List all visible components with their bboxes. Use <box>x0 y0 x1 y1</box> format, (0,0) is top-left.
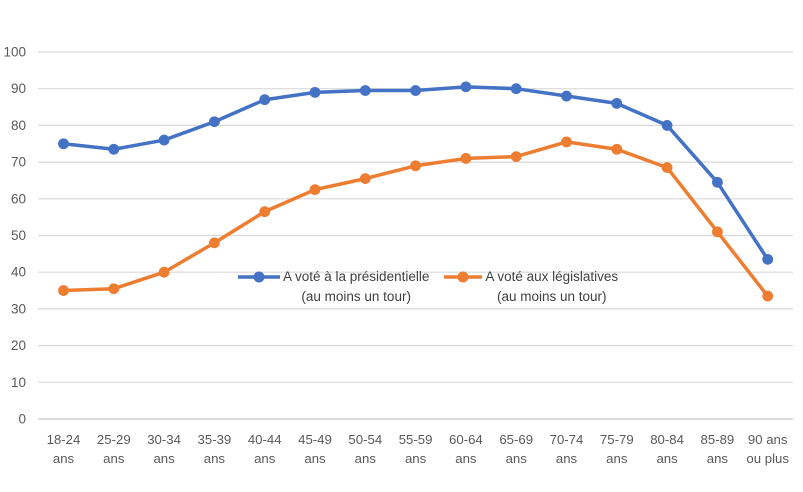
data-point-marker <box>259 206 271 218</box>
y-axis-tick-label: 80 <box>11 118 26 133</box>
legend-item-presidentielle: A voté à la présidentielle (au moins un … <box>237 267 429 306</box>
y-axis-tick-label: 10 <box>11 375 26 390</box>
legend-label-legislatives: A voté aux législatives (au moins un tou… <box>485 267 618 306</box>
y-axis-tick-label: 70 <box>11 155 26 170</box>
data-point-marker <box>158 134 170 146</box>
y-axis-tick-label: 90 <box>11 81 26 96</box>
y-axis-tick-label: 100 <box>3 45 26 60</box>
data-point-marker <box>661 120 673 131</box>
presidentielle-line <box>61 85 770 262</box>
data-point-marker <box>259 94 271 106</box>
data-point-marker <box>510 151 522 162</box>
legend-text-line: A voté à la présidentielle <box>283 269 430 284</box>
x-axis-category-label: 30-34 ans <box>147 432 181 466</box>
x-axis-category-label: 75-79 ans <box>600 432 634 466</box>
x-axis-category-label: 25-29 ans <box>97 432 131 466</box>
y-axis-tick-label: 60 <box>11 191 26 206</box>
data-point-marker <box>108 283 120 295</box>
x-axis-category-label: 80-84 ans <box>650 432 684 466</box>
x-axis-category-label: 40-44 ans <box>248 432 282 466</box>
data-point-marker <box>309 86 321 98</box>
x-axis-category-label: 60-64 ans <box>449 432 483 466</box>
data-point-marker <box>158 266 170 278</box>
data-point-marker <box>762 253 774 265</box>
data-point-marker <box>460 153 472 164</box>
legislatives-line-marker-icon <box>444 271 483 283</box>
data-point-marker <box>309 184 321 196</box>
data-point-marker <box>561 90 572 102</box>
x-axis-category-label: 85-89 ans <box>701 432 735 466</box>
data-point-marker <box>712 226 723 238</box>
x-axis-category-label: 70-74 ans <box>550 432 584 466</box>
y-axis-tick-label: 50 <box>11 228 26 243</box>
y-axis-tick-label: 0 <box>18 412 26 427</box>
legend-text-line: (au moins un tour) <box>496 288 607 304</box>
legend-text-line: (au moins un tour) <box>301 288 411 304</box>
data-point-marker <box>460 81 472 93</box>
x-axis-category-label: 90 ans ou plus <box>746 432 789 466</box>
x-axis-category-label: 50-54 ans <box>348 432 382 466</box>
x-axis-category-label: 65-69 ans <box>499 432 533 466</box>
data-point-marker <box>410 160 421 172</box>
data-point-marker <box>611 143 623 155</box>
data-point-marker <box>359 85 371 96</box>
y-axis-tick-label: 40 <box>11 265 26 280</box>
data-point-marker <box>209 116 220 128</box>
data-point-marker <box>58 138 69 150</box>
legend-item-legislatives: A voté aux législatives (au moins un tou… <box>443 267 618 306</box>
data-point-marker <box>611 97 623 109</box>
x-axis-category-label: 18-24 ans <box>47 432 81 466</box>
data-point-marker <box>762 290 774 302</box>
legend-label-presidentielle: A voté à la présidentielle (au moins un … <box>283 267 429 306</box>
data-point-marker <box>108 143 120 155</box>
data-point-marker <box>510 83 522 95</box>
y-axis-tick-label: 20 <box>11 338 26 353</box>
data-point-marker <box>410 85 421 96</box>
chart-legend: A voté à la présidentielle (au moins un … <box>237 267 618 306</box>
data-point-marker <box>712 176 723 188</box>
y-axis-tick-label: 30 <box>11 301 26 316</box>
data-point-marker <box>359 173 371 185</box>
x-axis-category-label: 55-59 ans <box>399 432 433 466</box>
legend-text-line: A voté aux législatives <box>485 269 619 284</box>
data-point-marker <box>209 237 220 249</box>
x-axis-category-label: 45-49 ans <box>298 432 332 466</box>
x-axis-category-label: 35-39 ans <box>198 432 232 466</box>
presidentielle-line-marker-icon <box>238 271 280 283</box>
data-point-marker <box>561 136 572 148</box>
data-point-marker <box>58 285 69 296</box>
data-point-marker <box>661 162 673 174</box>
